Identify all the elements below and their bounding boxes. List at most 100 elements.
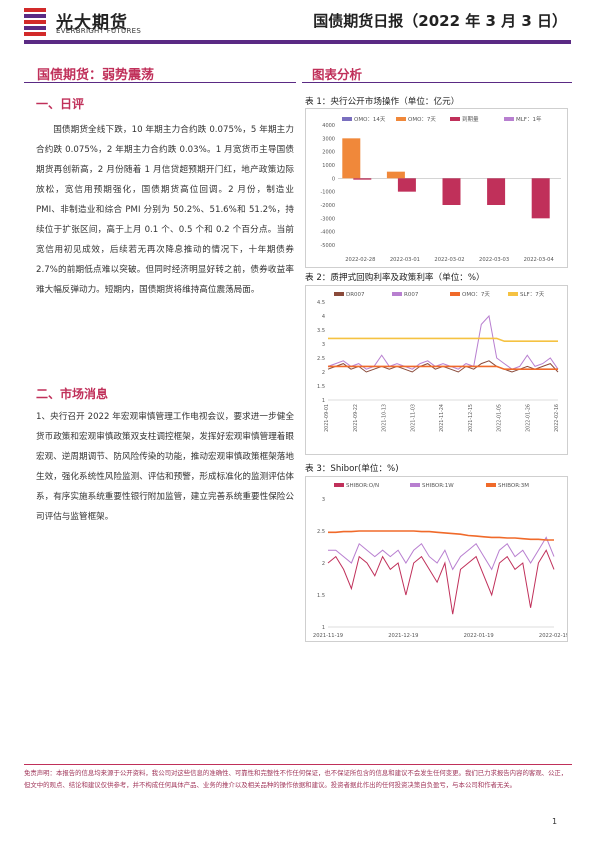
logo-subtitle: EVERBRIGHT FUTURES xyxy=(56,27,142,35)
daily-review-paragraph: 国债期货全线下跌，10 年期主力合约跌 0.075%，5 年期主力合约跌 0.0… xyxy=(36,125,294,295)
logo-text: 光大期货 xyxy=(56,13,128,33)
chart1-x-tick: 2022-03-04 xyxy=(524,257,555,263)
chart2-x-tick: 2021-11-03 xyxy=(410,404,416,432)
chart2-series-line xyxy=(327,314,559,370)
chart2-y-tick: 4 xyxy=(322,314,325,320)
chart3-x-tick: 2021-11-19 xyxy=(313,633,343,639)
chart1-legend-swatch xyxy=(450,117,460,121)
chart2-x-tick: 2021-12-15 xyxy=(468,404,474,432)
chart1-bar xyxy=(342,138,361,179)
chart3-legend-swatch xyxy=(486,483,496,487)
chart2-y-tick: 3 xyxy=(322,342,325,348)
chart3-y-tick: 3 xyxy=(322,497,325,503)
chart2-legend-swatch xyxy=(508,292,518,296)
chart1-bar xyxy=(531,178,550,219)
logo-icon xyxy=(24,8,46,36)
main-title: 国债期货：弱势震荡 xyxy=(37,68,155,83)
chart1-y-tick: 0 xyxy=(332,176,335,182)
chart3-x-tick: 2022-02-19 xyxy=(539,633,567,639)
chart3-legend-label: SHIBOR:O/N xyxy=(346,483,379,489)
chart1-legend-label: MLF：1年 xyxy=(516,115,542,123)
chart2-series-line xyxy=(328,365,558,370)
chart2-caption: 表 2：质押式回购利率及政策利率（单位：%） xyxy=(305,273,485,283)
chart3-legend-swatch xyxy=(334,483,344,487)
chart2-legend-swatch xyxy=(392,292,402,296)
chart2-legend-swatch xyxy=(450,292,460,296)
chart3-legend-label: SHIBOR:3M xyxy=(498,483,529,489)
chart1-legend-label: OMO：7天 xyxy=(408,116,436,123)
chart3-caption: 表 3：Shibor(单位：%) xyxy=(305,464,399,474)
footer-divider xyxy=(24,764,572,765)
chart2-x-tick: 2021-11-24 xyxy=(439,404,445,432)
chart2-legend-label: R007 xyxy=(404,292,419,298)
chart3-x-tick: 2021-12-19 xyxy=(388,633,418,639)
chart1-x-tick: 2022-03-03 xyxy=(479,257,509,263)
chart1-y-tick: -5000 xyxy=(320,243,335,249)
chart3-y-tick: 2 xyxy=(322,561,325,567)
disclaimer: 免责声明：本报告的信息均来源于公开资料，我公司对这些信息的准确性、可靠性和完整性… xyxy=(24,769,568,789)
chart1-y-tick: 2000 xyxy=(322,150,335,156)
chart3-frame: SHIBOR:O/N SHIBOR:1W SHIBOR:3M 3 2.5 2 1.5 1 202… xyxy=(305,476,569,642)
chart2-legend-label: SLF：7天 xyxy=(520,291,545,298)
chart1-legend-swatch xyxy=(342,117,352,121)
chart3-y-tick: 2.5 xyxy=(317,529,325,535)
chart1-legend-swatch xyxy=(504,117,514,121)
chart3-series-line xyxy=(328,530,554,541)
chart1-legend-swatch xyxy=(396,117,406,121)
chart1-y-tick: -2000 xyxy=(320,203,335,209)
chart3-y-tick: 1 xyxy=(322,625,325,631)
chart2-legend-label: OMO：7天 xyxy=(462,291,490,298)
chart1-svg: OMO：14天 OMO：7天 到期量 MLF：1年 4000 3000 2000 1000 0 -… xyxy=(320,115,561,263)
chart-analysis-heading: 图表分析 xyxy=(312,67,363,82)
chart1-legend-label: 到期量 xyxy=(462,116,479,123)
chart3-legend-swatch xyxy=(410,483,420,487)
chart1-y-tick: -1000 xyxy=(320,190,335,196)
chart2-svg: DR007 R007 OMO：7天 SLF：7天4.543.532.521.51202… xyxy=(317,291,560,432)
chart2-frame: DR007 R007 OMO：7天 SLF：7天 4.5 4 3.5 3 2.5 2 1.5 1 202… xyxy=(305,285,568,455)
chart2-x-tick: 2022-01-05 xyxy=(497,404,503,432)
right-title-divider xyxy=(302,82,572,83)
market-news-paragraph: 1、央行召开 2022 年宏观审慎管理工作电视会议，要求进一步健全货币政策和宏观… xyxy=(36,412,294,522)
section-market-news-title: 二、市场消息 xyxy=(36,387,109,401)
chart1-y-tick: 3000 xyxy=(322,136,335,142)
chart1-legend-label: OMO：14天 xyxy=(354,116,386,123)
chart1-y-tick: 4000 xyxy=(322,123,335,129)
chart1-bar xyxy=(442,178,461,205)
chart2-legend-label: DR007 xyxy=(346,292,365,298)
chart1-caption: 表 1：央行公开市场操作（单位：亿元） xyxy=(305,97,460,107)
left-title-divider xyxy=(24,82,296,83)
header-divider xyxy=(24,40,571,44)
chart1-y-tick: -4000 xyxy=(320,230,335,236)
chart1-x-tick: 2022-02-28 xyxy=(345,257,375,263)
chart3-series-line xyxy=(327,549,555,615)
section-daily-review-title: 一、日评 xyxy=(36,97,85,111)
chart2-y-tick: 4.5 xyxy=(317,300,325,306)
chart3-series-line xyxy=(328,536,555,571)
chart2-y-tick: 2 xyxy=(322,370,325,376)
page-number: 1 xyxy=(552,817,558,826)
chart1-bar xyxy=(487,178,506,205)
chart1-y-tick: 1000 xyxy=(322,163,335,169)
chart2-legend-swatch xyxy=(334,292,344,296)
report-title: 国债期货日报（2022 年 3 月 3 日） xyxy=(313,12,567,30)
chart2-y-tick: 2.5 xyxy=(317,356,325,362)
chart1-bar xyxy=(397,178,416,192)
chart2-x-tick: 2021-09-01 xyxy=(324,404,330,432)
chart2-y-tick: 1 xyxy=(322,398,325,404)
chart2-x-tick: 2022-01-26 xyxy=(525,404,531,432)
chart3-svg: SHIBOR:O/N SHIBOR:1W SHIBOR:3M 3 2.5 2 1.5 1 202… xyxy=(313,483,569,639)
chart2-x-tick: 2021-09-22 xyxy=(353,404,359,432)
chart2-y-tick: 1.5 xyxy=(317,384,325,390)
chart3-legend-label: SHIBOR:1W xyxy=(422,483,454,489)
chart1-bar xyxy=(386,171,405,179)
chart1-frame: OMO：14天 OMO：7天 到期量 MLF：1年 4000 3000 2000 1000 0 -… xyxy=(305,108,568,268)
chart1-y-tick: -3000 xyxy=(320,216,335,222)
chart1-bar xyxy=(353,178,372,180)
chart1-x-tick: 2022-03-02 xyxy=(434,257,464,263)
chart2-x-tick: 2021-10-13 xyxy=(382,404,388,432)
chart3-y-tick: 1.5 xyxy=(317,593,325,599)
chart1-x-tick: 2022-03-01 xyxy=(390,257,420,263)
chart3-x-tick: 2022-01-19 xyxy=(464,633,494,639)
chart2-series-line xyxy=(328,337,558,343)
chart2-x-tick: 2022-02-16 xyxy=(554,404,560,432)
